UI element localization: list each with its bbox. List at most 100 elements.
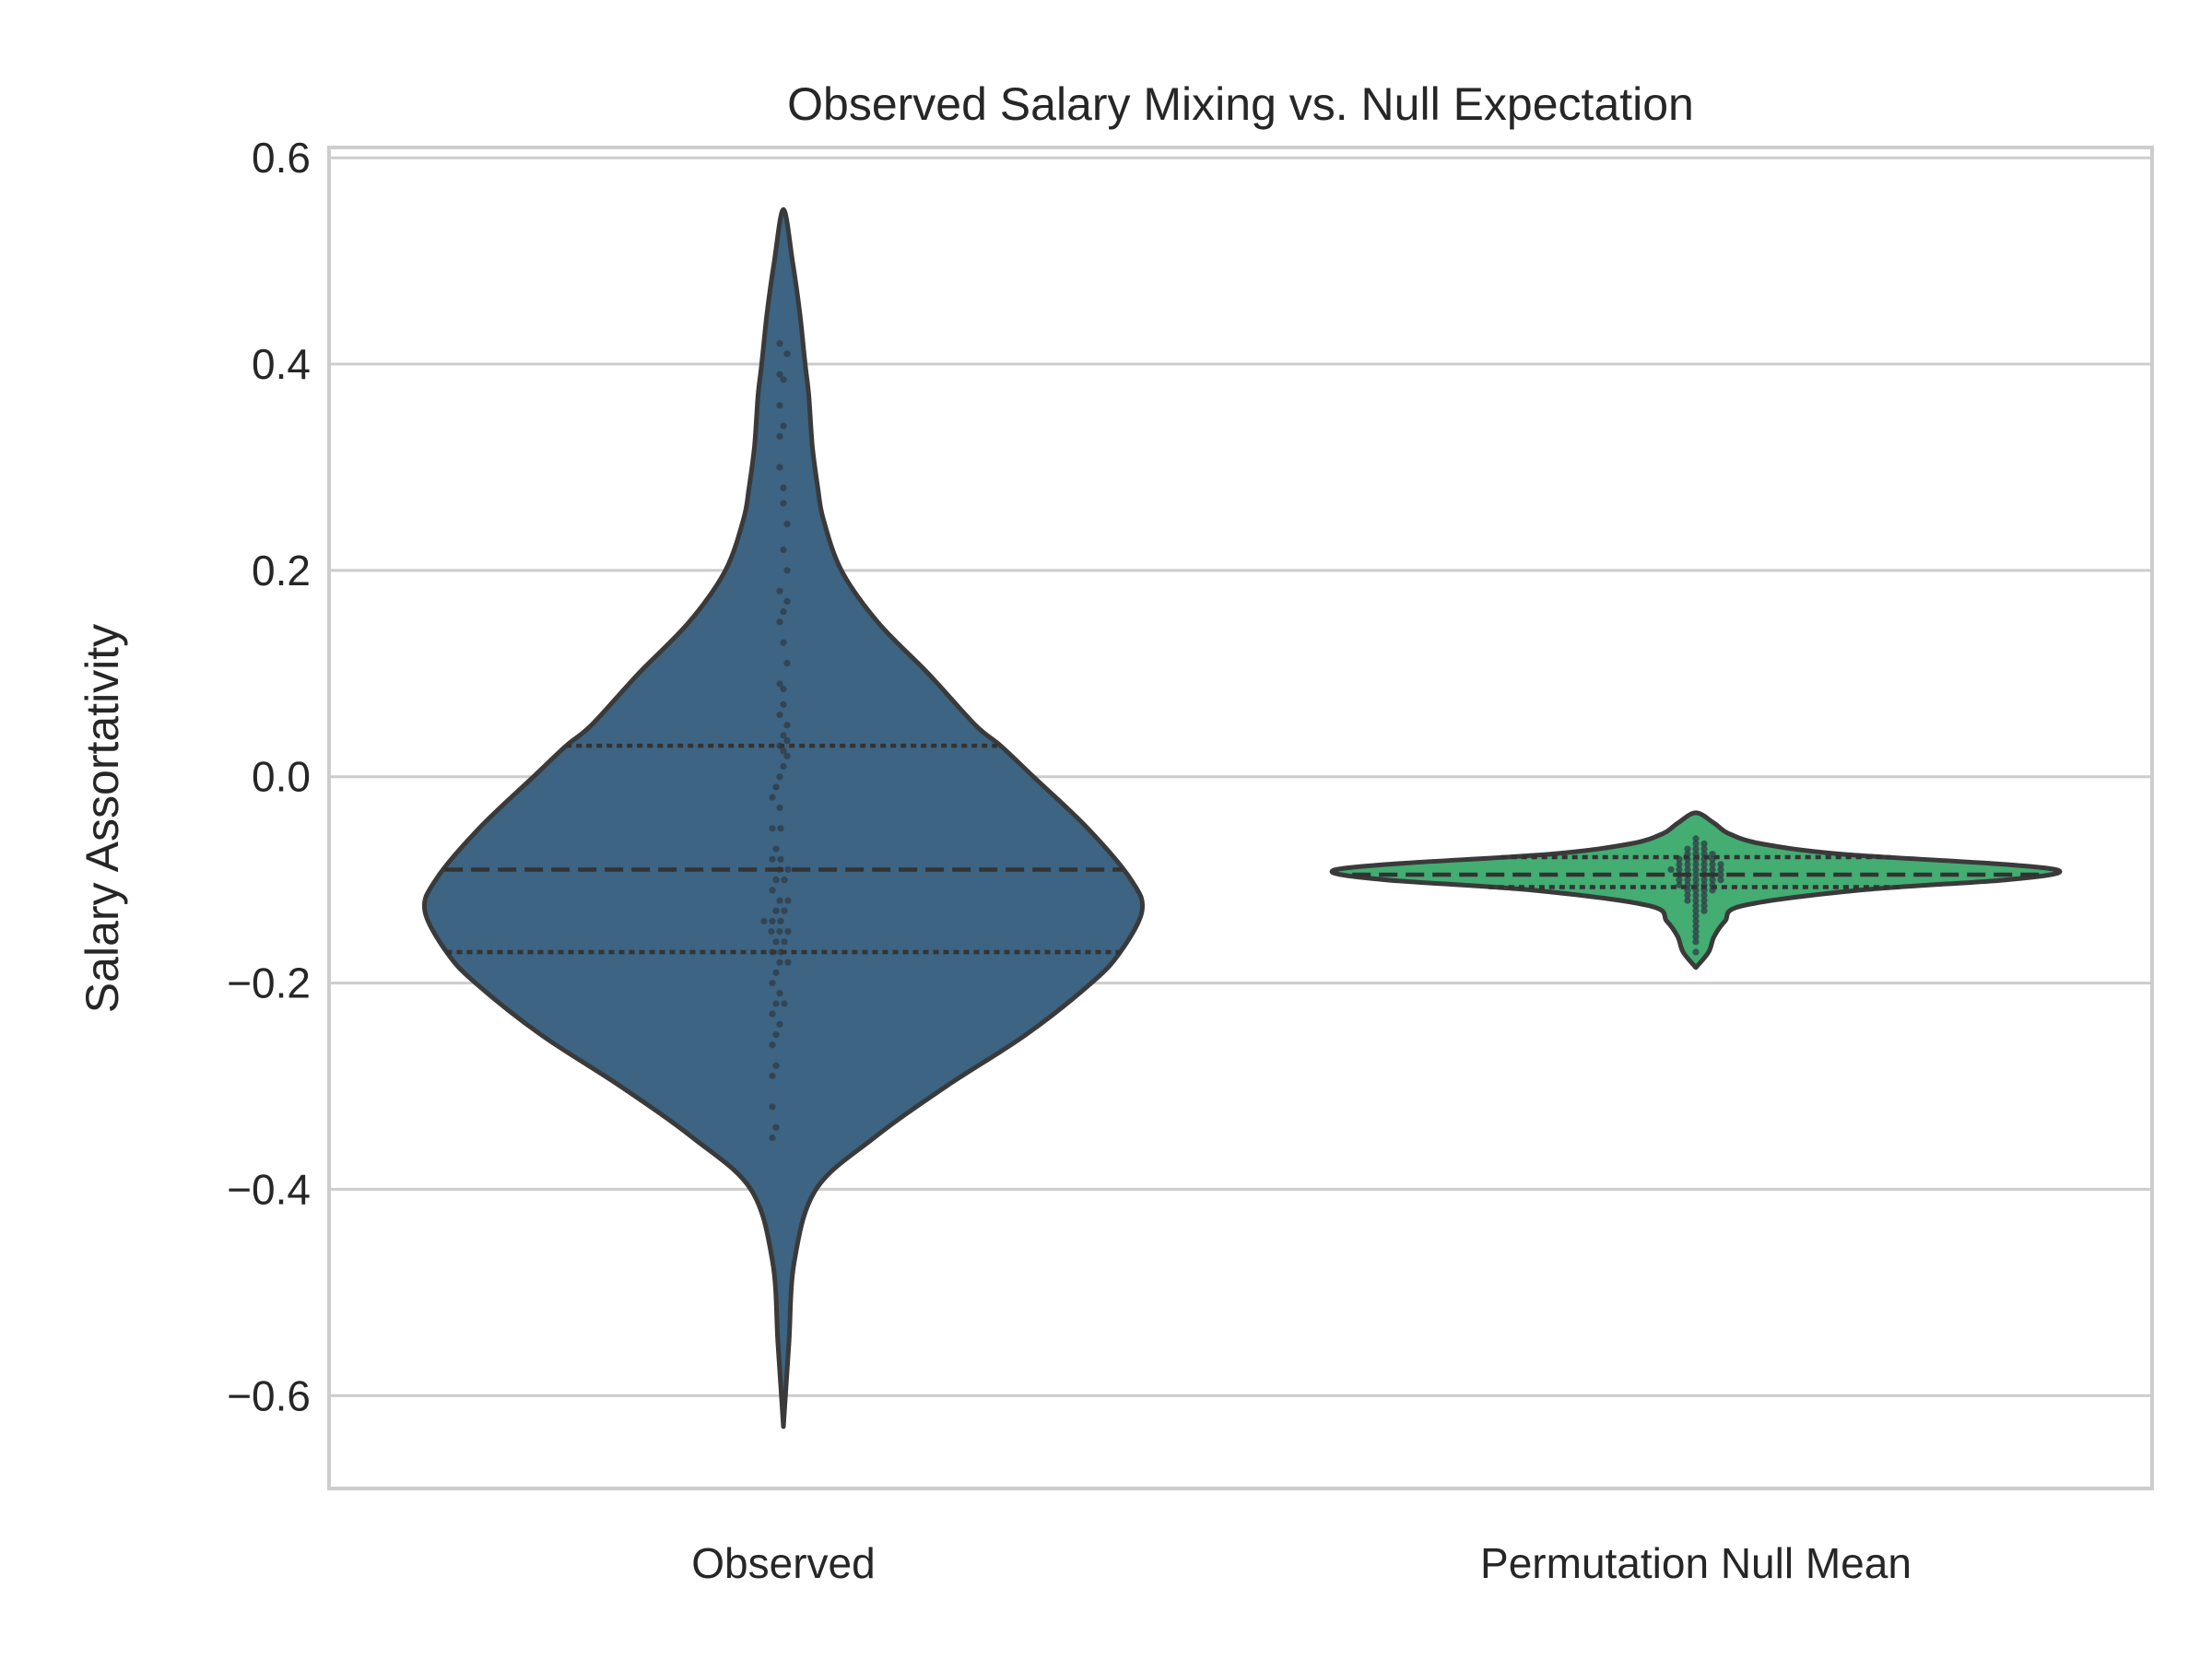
swarm-point	[1676, 877, 1683, 884]
swarm-point	[776, 371, 783, 378]
y-tick-label: 0.0	[252, 753, 311, 801]
y-tick-label: −0.6	[227, 1371, 311, 1419]
swarm-point	[1700, 861, 1708, 868]
swarm-point	[772, 1124, 780, 1131]
swarm-point	[777, 855, 784, 863]
swarm-point	[1700, 865, 1708, 874]
swarm-point	[780, 608, 787, 616]
swarm-point	[1717, 871, 1724, 878]
swarm-point	[1717, 861, 1724, 868]
swarm-point	[781, 938, 788, 946]
swarm-point	[769, 855, 776, 863]
swarm-point	[783, 597, 791, 606]
swarm-point	[783, 660, 791, 667]
swarm-point	[772, 783, 780, 791]
swarm-point	[769, 794, 776, 801]
swarm-point	[1700, 897, 1708, 904]
x-category-label: Observed	[691, 1539, 875, 1587]
swarm-point	[776, 959, 783, 966]
swarm-point	[780, 500, 787, 507]
swarm-point	[776, 897, 783, 904]
swarm-point	[1692, 902, 1700, 910]
swarm-point	[769, 1103, 776, 1111]
swarm-point	[781, 877, 788, 884]
swarm-point	[776, 680, 783, 688]
swarm-point	[777, 917, 784, 925]
swarm-point	[783, 350, 791, 358]
swarm-point	[772, 1000, 780, 1007]
swarm-point	[772, 969, 780, 976]
swarm-point	[781, 1000, 788, 1007]
swarm-point	[780, 685, 787, 693]
swarm-point	[780, 484, 787, 491]
swarm-point	[1692, 865, 1700, 874]
swarm-point	[1676, 865, 1683, 874]
swarm-point	[783, 567, 791, 574]
y-tick-labels: 0.6 0.4 0.2 0.0 −0.2 −0.4 −0.6	[227, 134, 311, 1419]
swarm-point	[1692, 907, 1700, 914]
swarm-point	[776, 618, 783, 626]
y-tick-label: 0.4	[252, 340, 311, 388]
swarm-point	[783, 722, 791, 729]
swarm-point	[777, 825, 784, 832]
swarm-point	[1700, 907, 1708, 914]
swarm-point	[1684, 897, 1691, 904]
swarm-point	[769, 1134, 776, 1142]
swarm-point	[780, 376, 787, 383]
swarm-point	[780, 700, 787, 708]
swarm-point	[1684, 891, 1691, 900]
chart-title: Observed Salary Mixing vs. Null Expectat…	[787, 78, 1694, 130]
swarm-point	[776, 1020, 783, 1028]
swarm-point	[772, 1062, 780, 1069]
swarm-point	[783, 736, 791, 745]
swarm-point	[1692, 928, 1700, 935]
swarm-point	[1684, 861, 1691, 868]
swarm-point	[780, 732, 787, 739]
swarm-point	[784, 959, 792, 966]
swarm-point	[772, 938, 780, 946]
swarm-point	[1684, 865, 1691, 874]
plot-frame	[327, 146, 2154, 1490]
swarm-point	[772, 1030, 780, 1039]
swarm-point	[1676, 861, 1683, 868]
swarm-point	[776, 990, 783, 997]
swarm-point	[1692, 917, 1700, 925]
swarm-point	[776, 587, 783, 594]
swarm-point	[776, 773, 783, 781]
swarm-point	[781, 907, 788, 914]
swarm-point	[776, 432, 783, 440]
swarm-point	[1717, 865, 1724, 874]
swarm-point	[760, 917, 768, 925]
y-tick-label: 0.2	[252, 547, 311, 594]
swarm-point	[1700, 840, 1708, 848]
swarm-point	[769, 887, 776, 894]
swarm-point	[1692, 897, 1700, 904]
swarm-point	[769, 1072, 776, 1079]
swarm-point	[1717, 877, 1724, 884]
swarm-point	[1692, 871, 1700, 878]
x-category-labels: Observed Permutation Null Mean	[691, 1539, 1912, 1587]
violin-body	[421, 206, 1146, 1430]
y-tick-label: −0.2	[227, 959, 311, 1007]
swarm-point	[776, 402, 783, 409]
violins	[421, 206, 2063, 1430]
swarm-point	[1709, 861, 1716, 868]
swarm-point	[1692, 891, 1700, 900]
swarm-point	[783, 520, 791, 528]
swarm-point	[776, 711, 783, 719]
swarm-point	[1692, 912, 1700, 920]
x-category-label: Permutation Null Mean	[1480, 1539, 1912, 1587]
swarm-point	[780, 747, 787, 755]
swarm-point	[780, 546, 787, 554]
swarm-point	[780, 422, 787, 429]
swarm-point	[1709, 877, 1716, 884]
swarm-point	[1700, 902, 1708, 910]
swarm-point	[1692, 835, 1700, 842]
swarm-point	[776, 464, 783, 471]
swarm-point	[784, 865, 792, 874]
swarm-point	[1700, 845, 1708, 853]
swarm-point	[1692, 840, 1700, 848]
swarm-point	[772, 877, 780, 884]
swarm-point	[780, 762, 787, 771]
